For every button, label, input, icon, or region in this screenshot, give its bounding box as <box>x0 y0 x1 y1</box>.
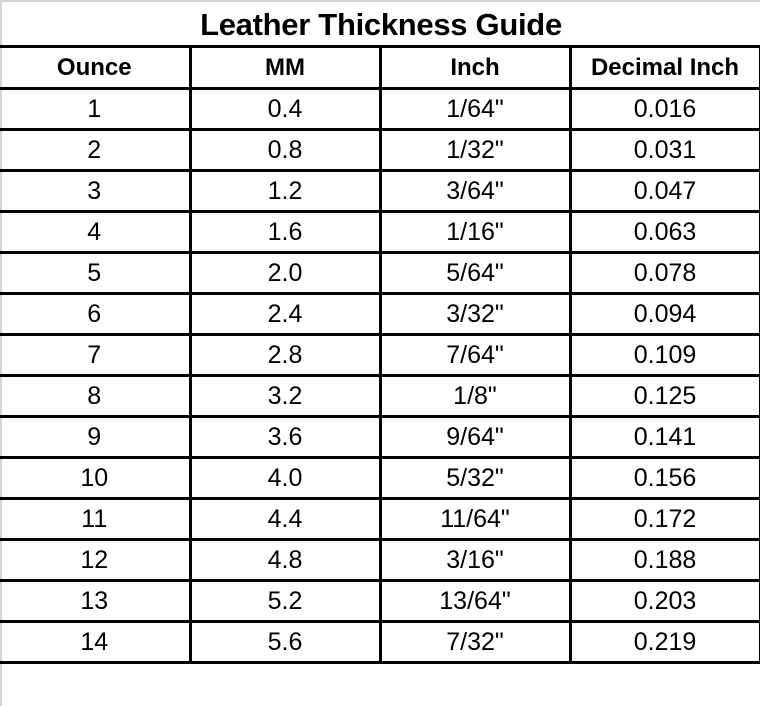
cell-decimal-inch: 0.156 <box>568 456 760 500</box>
cell-inch: 3/64" <box>378 169 572 213</box>
table-row: 11 4.4 11/64" 0.172 <box>0 497 760 541</box>
cell-inch: 5/64" <box>378 251 572 295</box>
cell-mm: 4.0 <box>188 456 382 500</box>
cell-mm: 1.2 <box>188 169 382 213</box>
cell-mm: 3.2 <box>188 374 382 418</box>
cell-ounce: 9 <box>0 415 192 459</box>
cell-ounce: 8 <box>0 374 192 418</box>
column-header-inch: Inch <box>378 45 572 90</box>
cell-decimal-inch: 0.141 <box>568 415 760 459</box>
cell-inch: 3/32" <box>378 292 572 336</box>
table-row: 8 3.2 1/8" 0.125 <box>0 374 760 418</box>
cell-inch: 5/32" <box>378 456 572 500</box>
table-row: 9 3.6 9/64" 0.141 <box>0 415 760 459</box>
table-row: 4 1.6 1/16" 0.063 <box>0 210 760 254</box>
cell-ounce: 12 <box>0 538 192 582</box>
cell-inch: 13/64" <box>378 579 572 623</box>
cell-decimal-inch: 0.016 <box>568 87 760 131</box>
column-header-decimal-inch: Decimal Inch <box>568 45 760 90</box>
table-row: 10 4.0 5/32" 0.156 <box>0 456 760 500</box>
cell-inch: 9/64" <box>378 415 572 459</box>
page-title: Leather Thickness Guide <box>200 7 562 42</box>
cell-decimal-inch: 0.078 <box>568 251 760 295</box>
cell-mm: 0.8 <box>188 128 382 172</box>
cell-mm: 2.4 <box>188 292 382 336</box>
cell-inch: 1/8" <box>378 374 572 418</box>
cell-decimal-inch: 0.094 <box>568 292 760 336</box>
cell-ounce: 3 <box>0 169 192 213</box>
cell-ounce: 11 <box>0 497 192 541</box>
table-row: 3 1.2 3/64" 0.047 <box>0 169 760 213</box>
cell-mm: 0.4 <box>188 87 382 131</box>
table-row: 1 0.4 1/64" 0.016 <box>0 87 760 131</box>
cell-ounce: 6 <box>0 292 192 336</box>
cell-mm: 4.4 <box>188 497 382 541</box>
cell-ounce: 4 <box>0 210 192 254</box>
cell-mm: 5.2 <box>188 579 382 623</box>
cell-mm: 3.6 <box>188 415 382 459</box>
cell-decimal-inch: 0.188 <box>568 538 760 582</box>
column-header-ounce: Ounce <box>0 45 192 90</box>
cell-ounce: 5 <box>0 251 192 295</box>
cell-mm: 2.8 <box>188 333 382 377</box>
cell-inch: 1/64" <box>378 87 572 131</box>
cell-ounce: 14 <box>0 620 192 664</box>
cell-ounce: 10 <box>0 456 192 500</box>
thickness-table: Ounce MM Inch Decimal Inch 1 0.4 1/64" 0.01… <box>0 45 760 664</box>
table-row: 13 5.2 13/64" 0.203 <box>0 579 760 623</box>
cell-decimal-inch: 0.172 <box>568 497 760 541</box>
cell-decimal-inch: 0.063 <box>568 210 760 254</box>
header-row: Ounce MM Inch Decimal Inch <box>0 45 760 90</box>
column-header-mm: MM <box>188 45 382 90</box>
cell-ounce: 7 <box>0 333 192 377</box>
cell-mm: 2.0 <box>188 251 382 295</box>
cell-decimal-inch: 0.031 <box>568 128 760 172</box>
table-row: 14 5.6 7/32" 0.219 <box>0 620 760 664</box>
cell-inch: 7/32" <box>378 620 572 664</box>
table-row: 7 2.8 7/64" 0.109 <box>0 333 760 377</box>
cell-inch: 3/16" <box>378 538 572 582</box>
cell-inch: 7/64" <box>378 333 572 377</box>
cell-inch: 1/32" <box>378 128 572 172</box>
cell-ounce: 13 <box>0 579 192 623</box>
cell-inch: 1/16" <box>378 210 572 254</box>
cell-decimal-inch: 0.203 <box>568 579 760 623</box>
cell-mm: 4.8 <box>188 538 382 582</box>
cell-decimal-inch: 0.219 <box>568 620 760 664</box>
table-row: 5 2.0 5/64" 0.078 <box>0 251 760 295</box>
table-row: 2 0.8 1/32" 0.031 <box>0 128 760 172</box>
cell-ounce: 2 <box>0 128 192 172</box>
cell-mm: 1.6 <box>188 210 382 254</box>
table-row: 12 4.8 3/16" 0.188 <box>0 538 760 582</box>
cell-inch: 11/64" <box>378 497 572 541</box>
table-row: 6 2.4 3/32" 0.094 <box>0 292 760 336</box>
cell-ounce: 1 <box>0 87 192 131</box>
cell-mm: 5.6 <box>188 620 382 664</box>
cell-decimal-inch: 0.125 <box>568 374 760 418</box>
cell-decimal-inch: 0.109 <box>568 333 760 377</box>
cell-decimal-inch: 0.047 <box>568 169 760 213</box>
